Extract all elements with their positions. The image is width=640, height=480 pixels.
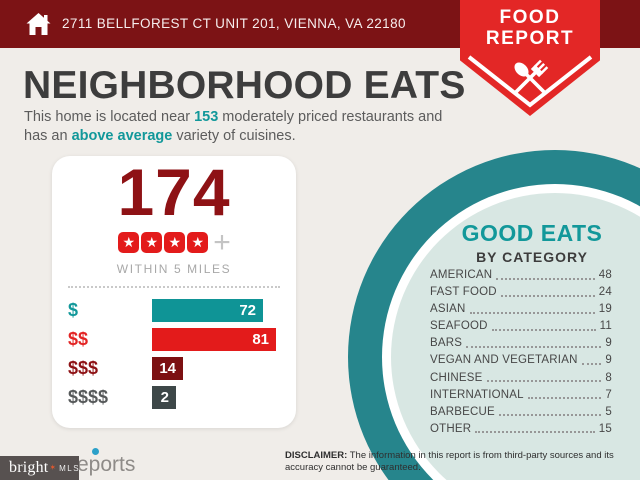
category-label: INTERNATIONAL: [430, 388, 524, 401]
category-label: OTHER: [430, 422, 472, 435]
restaurant-total: 174: [117, 155, 231, 229]
category-label: BARBECUE: [430, 405, 495, 418]
subtitle-text-1: This home is located near: [24, 109, 195, 125]
price-bar-chart: $ 72 $$ 81 $$$ 14 $$$$ 2: [52, 299, 296, 415]
price-bar: 81: [152, 328, 276, 351]
list-item: BARS 9: [430, 337, 612, 350]
price-bar: 14: [152, 357, 183, 380]
spoon-fork-icon: [500, 56, 560, 107]
dotted-leader: [469, 311, 595, 314]
dotted-leader: [527, 397, 602, 400]
list-item: INTERNATIONAL 7: [430, 389, 612, 402]
subtitle-text-3: variety of cuisines.: [172, 128, 296, 145]
price-bar: 2: [152, 386, 176, 409]
dotted-leader: [486, 380, 602, 383]
category-value: 9: [605, 337, 612, 350]
radius-label: WITHIN 5 MILES: [116, 262, 232, 276]
dotted-leader: [475, 431, 595, 434]
category-label: BARS: [430, 337, 463, 350]
category-value: 5: [605, 405, 612, 418]
price-bar-value: 72: [239, 302, 256, 319]
category-value: 15: [598, 422, 612, 435]
star-badges: ★ ★ ★ ★: [117, 232, 209, 253]
plus-sign: +: [213, 225, 231, 259]
star-icon: ★: [141, 232, 163, 253]
list-item: FAST FOOD 24: [430, 286, 612, 299]
category-value: 8: [605, 371, 612, 384]
dotted-leader: [500, 294, 595, 297]
bright-logo-star-icon: ✶: [49, 463, 57, 472]
price-bar-row: $$$ 14: [52, 357, 296, 380]
category-label: CHINESE: [430, 371, 483, 384]
price-label: $$$: [68, 358, 99, 378]
list-item: ASIAN 19: [430, 303, 612, 316]
disclaimer: DISCLAIMER: The information in this repo…: [285, 450, 617, 474]
restaurant-count-highlight: 153: [194, 109, 219, 125]
logo-dot-icon: [92, 448, 99, 455]
category-value: 7: [605, 388, 612, 401]
price-label: $$: [68, 329, 89, 349]
list-item: SEAFOOD 11: [430, 320, 612, 333]
star-icon: ★: [118, 232, 140, 253]
price-bar-value: 14: [159, 360, 176, 377]
price-label: $: [68, 300, 79, 320]
list-item: VEGAN AND VEGETARIAN 9: [430, 354, 612, 367]
dotted-leader: [466, 345, 602, 348]
good-eats-circle: [348, 150, 640, 480]
list-item: AMERICAN 48: [430, 269, 612, 282]
divider: [68, 286, 280, 288]
rating: ★ ★ ★ ★ +: [52, 225, 296, 259]
price-bar: 72: [152, 299, 263, 322]
page-title: NEIGHBORHOOD EATS: [23, 64, 466, 107]
price-bar-value: 2: [160, 389, 169, 406]
star-icon: ★: [187, 232, 209, 253]
good-eats-subtitle: BY CATEGORY: [476, 249, 588, 265]
category-label: FAST FOOD: [430, 286, 497, 299]
food-report-badge: FOOD REPORT: [460, 0, 600, 116]
price-bar-value: 81: [252, 331, 269, 348]
good-eats-circle-white-ring: [382, 184, 640, 480]
dotted-leader: [581, 362, 602, 365]
list-item: CHINESE 8: [430, 372, 612, 385]
above-average-highlight: above average: [71, 128, 173, 145]
price-bar-row: $$$$ 2: [52, 386, 296, 409]
property-address: 2711 BELLFOREST CT UNIT 201, VIENNA, VA …: [62, 16, 406, 31]
list-item: BARBECUE 5: [430, 406, 612, 419]
category-value: 11: [599, 320, 612, 333]
price-bar-row: $ 72: [52, 299, 296, 322]
category-label: VEGAN AND VEGETARIAN: [430, 354, 578, 367]
restaurant-summary-card: 174 ★ ★ ★ ★ + WITHIN 5 MILES $ 72 $$ 81 $$$ …: [52, 156, 296, 428]
disclaimer-label: DISCLAIMER:: [285, 450, 348, 461]
subtitle-text-2: moderately priced restaurants and has an: [24, 109, 443, 145]
star-icon: ★: [164, 232, 186, 253]
category-value: 9: [605, 354, 612, 367]
category-value: 24: [598, 286, 612, 299]
category-label: SEAFOOD: [430, 320, 488, 333]
category-list: AMERICAN 48 FAST FOOD 24 ASIAN 19 SEAFOOD 11…: [430, 269, 612, 440]
bright-logo-text: bright: [9, 459, 49, 476]
mls-logo-text: MLS: [59, 463, 81, 473]
category-label: AMERICAN: [430, 269, 493, 281]
badge-title-line2: REPORT: [485, 28, 575, 49]
price-label: $$$$: [68, 387, 109, 407]
disclaimer-text: The information in this report is from t…: [285, 450, 614, 473]
category-value: 19: [598, 303, 612, 316]
category-label: ASIAN: [430, 303, 466, 316]
price-bar-row: $$ 81: [52, 328, 296, 351]
badge-title-line1: FOOD: [499, 7, 561, 28]
dotted-leader: [496, 277, 595, 280]
page-subtitle: This home is located near 153 moderately…: [24, 108, 464, 147]
good-eats-heading: GOOD EATS BY CATEGORY: [397, 220, 640, 265]
category-value: 48: [598, 269, 612, 281]
dotted-leader: [491, 328, 596, 331]
badge-chevron-line: [467, 55, 593, 108]
reports-logo-text: reports: [70, 453, 136, 476]
home-icon: [25, 12, 52, 42]
dotted-leader: [498, 414, 602, 417]
list-item: OTHER 15: [430, 423, 612, 436]
bright-mls-watermark: bright ✶ MLS: [0, 456, 79, 480]
good-eats-title: GOOD EATS: [461, 220, 603, 246]
